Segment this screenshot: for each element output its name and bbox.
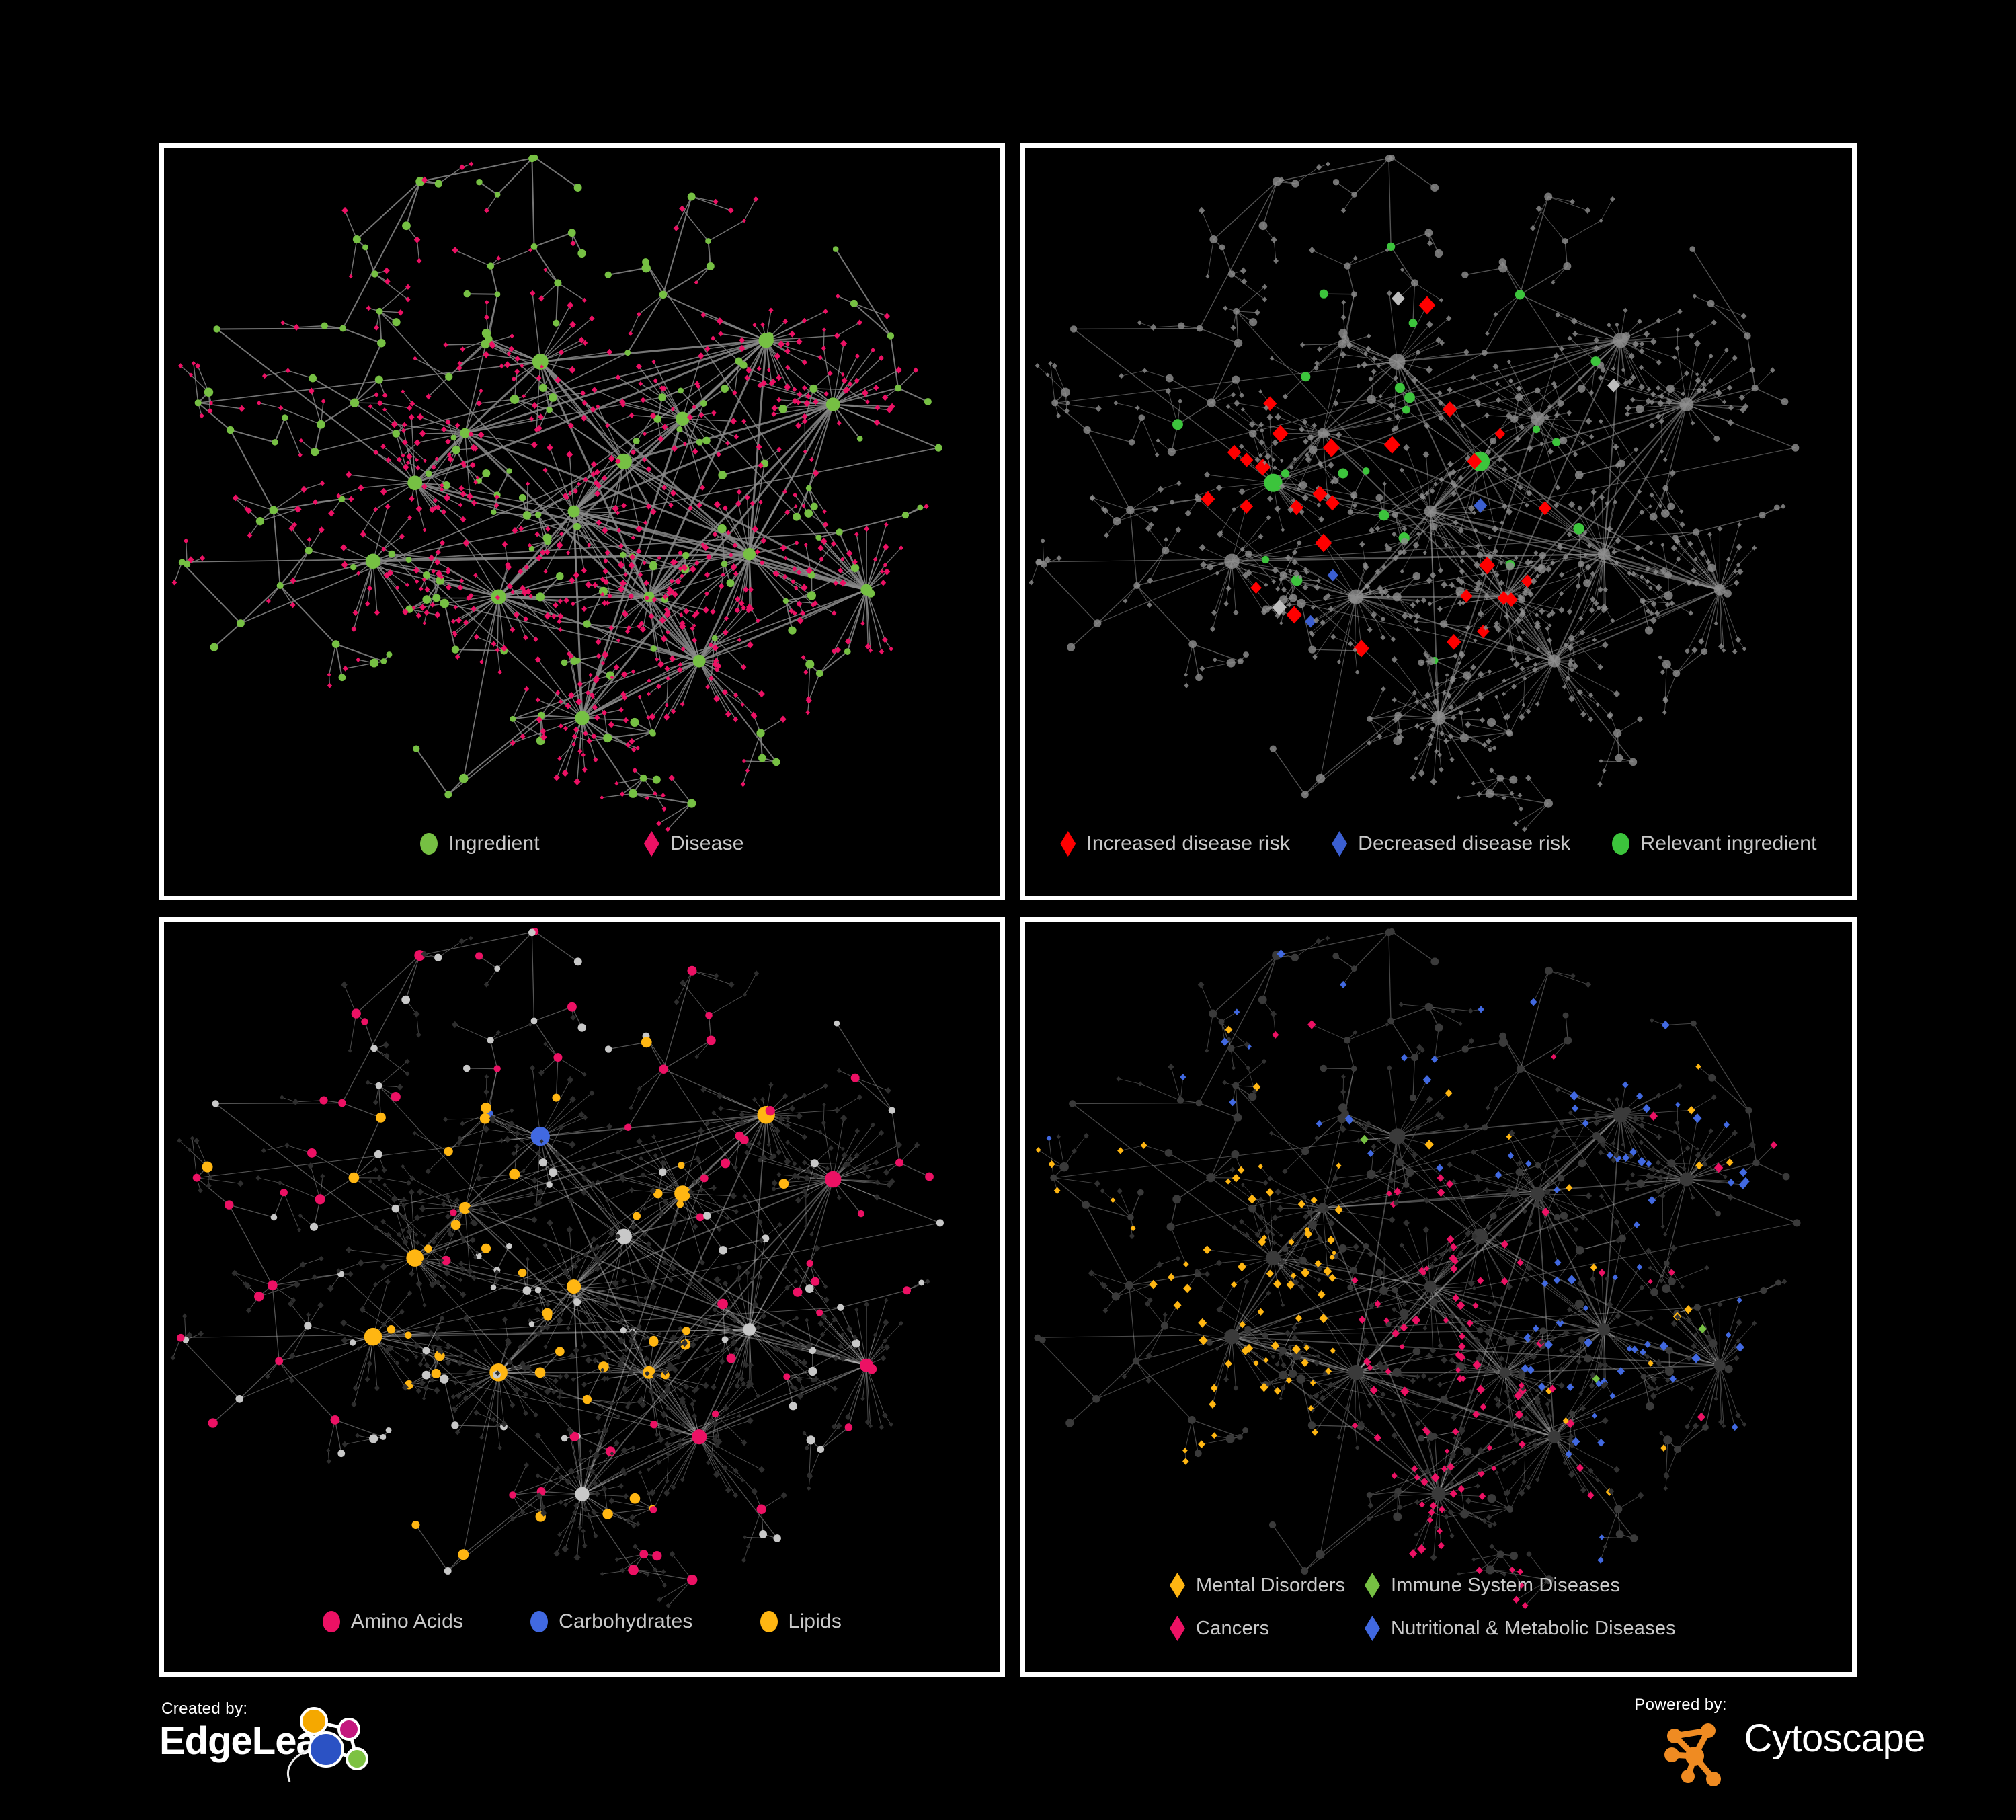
- footer: Created by: EdgeLeap Powered by:: [0, 1681, 2016, 1820]
- network-canvas-4[interactable]: [1025, 922, 1852, 1672]
- panel-ingredient-disease[interactable]: Ingredient Disease: [159, 143, 1005, 900]
- network-canvas-1[interactable]: [164, 148, 1000, 896]
- panel-ingredient-class[interactable]: Amino Acids Carbohydrates Lipids: [159, 917, 1005, 1677]
- network-graph-1: [171, 154, 942, 832]
- edgeleap-logo[interactable]: Created by: EdgeLeap: [158, 1694, 508, 1809]
- panel-disease-risk[interactable]: Increased disease risk Decreased disease …: [1020, 143, 1857, 900]
- panel-grid: Ingredient Disease Increased disease risk…: [159, 143, 1857, 1677]
- network-canvas-2[interactable]: [1025, 148, 1852, 896]
- cytoscape-logo[interactable]: Powered by: Cytoscape: [1634, 1692, 1929, 1799]
- powered-by-label: Powered by:: [1634, 1696, 1727, 1714]
- network-graph-3: [170, 928, 944, 1609]
- network-graph-4: [1034, 928, 1801, 1610]
- cytoscape-wordmark: Cytoscape: [1744, 1716, 1925, 1760]
- cytoscape-node-icon: [1664, 1723, 1721, 1786]
- network-graph-2: [1029, 154, 1800, 832]
- created-by-label: Created by:: [161, 1700, 248, 1718]
- panel-disease-class[interactable]: Mental Disorders Immune System Diseases Ca…: [1020, 917, 1857, 1677]
- network-canvas-3[interactable]: [164, 922, 1000, 1672]
- edgeleap-node-icon: [287, 1707, 368, 1782]
